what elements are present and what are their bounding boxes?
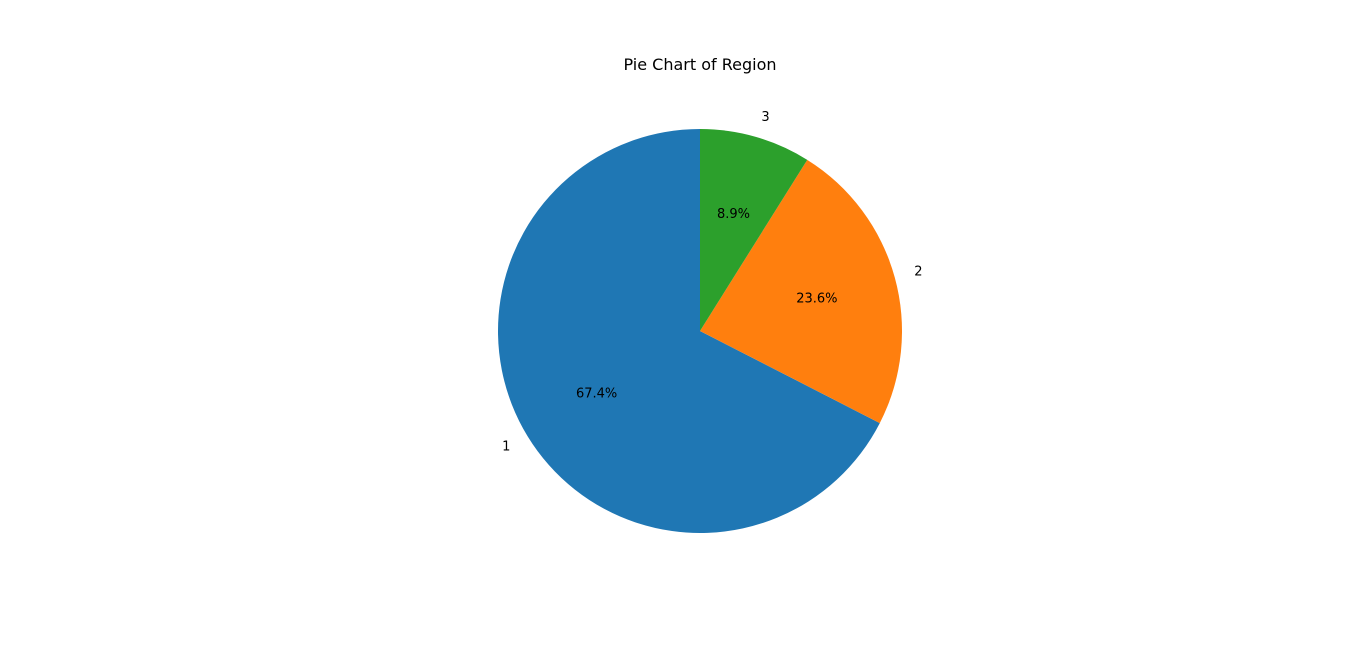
percent-label-2: 23.6% — [796, 291, 837, 306]
chart-title: Pie Chart of Region — [623, 55, 776, 74]
percent-label-1: 67.4% — [576, 387, 617, 402]
pie-labels: 1 67.4% 2 23.6% 3 8.9% — [502, 110, 922, 454]
pie-slice-2 — [700, 159, 902, 424]
slice-label-1: 1 — [502, 439, 510, 454]
pie-slice-1 — [497, 129, 880, 534]
slice-label-2: 2 — [914, 264, 922, 279]
pie-slice-3 — [700, 129, 808, 331]
percent-label-3: 8.9% — [717, 207, 750, 222]
pie-slices — [497, 129, 902, 534]
slice-label-3: 3 — [761, 110, 769, 125]
